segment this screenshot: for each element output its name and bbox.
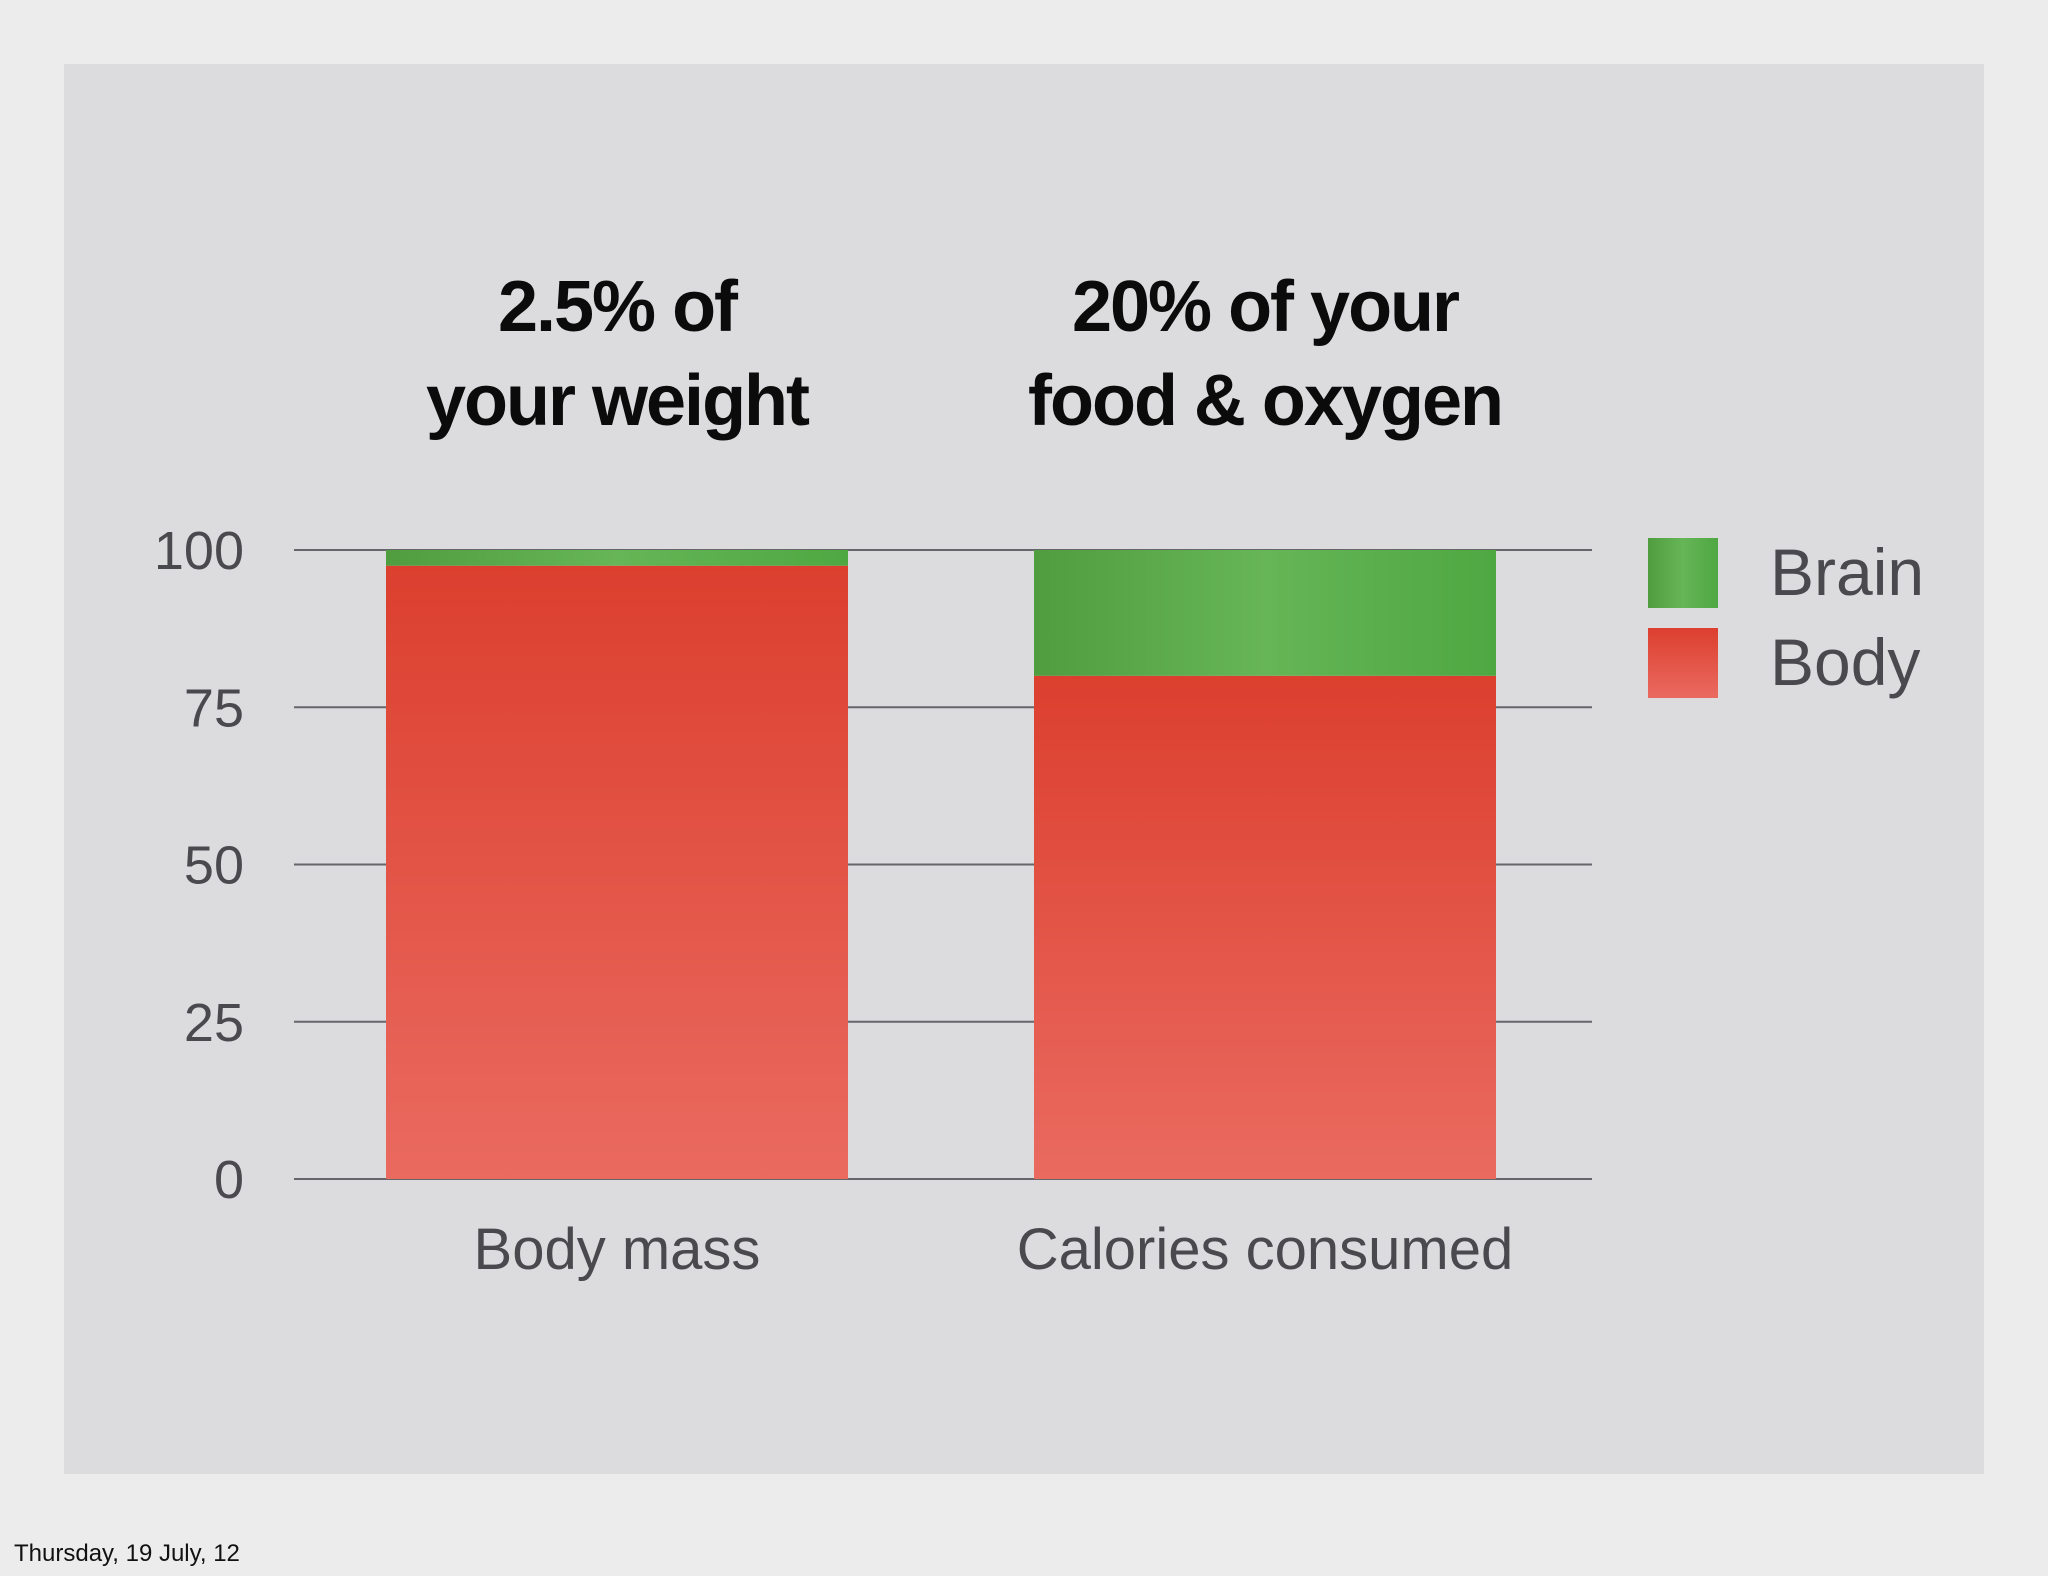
y-tick-label-75: 75 [184,678,244,738]
annotations: 2.5% of your weight 20% of your food & oxyg… [426,267,1504,441]
bar-brain-1 [386,550,848,566]
y-tick-label-50: 50 [184,836,244,896]
bar-brain-2 [1034,550,1496,676]
legend: Brain Body [1648,535,1924,699]
legend-label-brain: Brain [1770,535,1924,609]
bar-body-1 [386,565,848,1179]
x-category-label: Body mass [474,1217,761,1282]
y-tick-label-100: 100 [154,521,244,581]
annotation-line: 20% of your [1072,267,1459,347]
x-category-label: Calories consumed [1017,1217,1513,1282]
y-tick-label-0: 0 [214,1150,244,1210]
y-axis-ticks: 0 25 50 75 100 [154,521,244,1210]
y-tick-label-25: 25 [184,993,244,1053]
annotation-line: food & oxygen [1028,361,1502,441]
legend-swatch-body [1648,628,1718,698]
slide-background [64,64,1984,1474]
bars-layer [386,550,1496,1179]
legend-label-body: Body [1770,625,1920,699]
annotation-line: 2.5% of [498,267,739,347]
legend-swatch-brain [1648,538,1718,608]
x-axis-categories: Body mass Calories consumed [474,1217,1514,1282]
footer-date: Thursday, 19 July, 12 [14,1540,240,1567]
bar-body-2 [1034,675,1496,1179]
annotation-line: your weight [426,361,810,441]
